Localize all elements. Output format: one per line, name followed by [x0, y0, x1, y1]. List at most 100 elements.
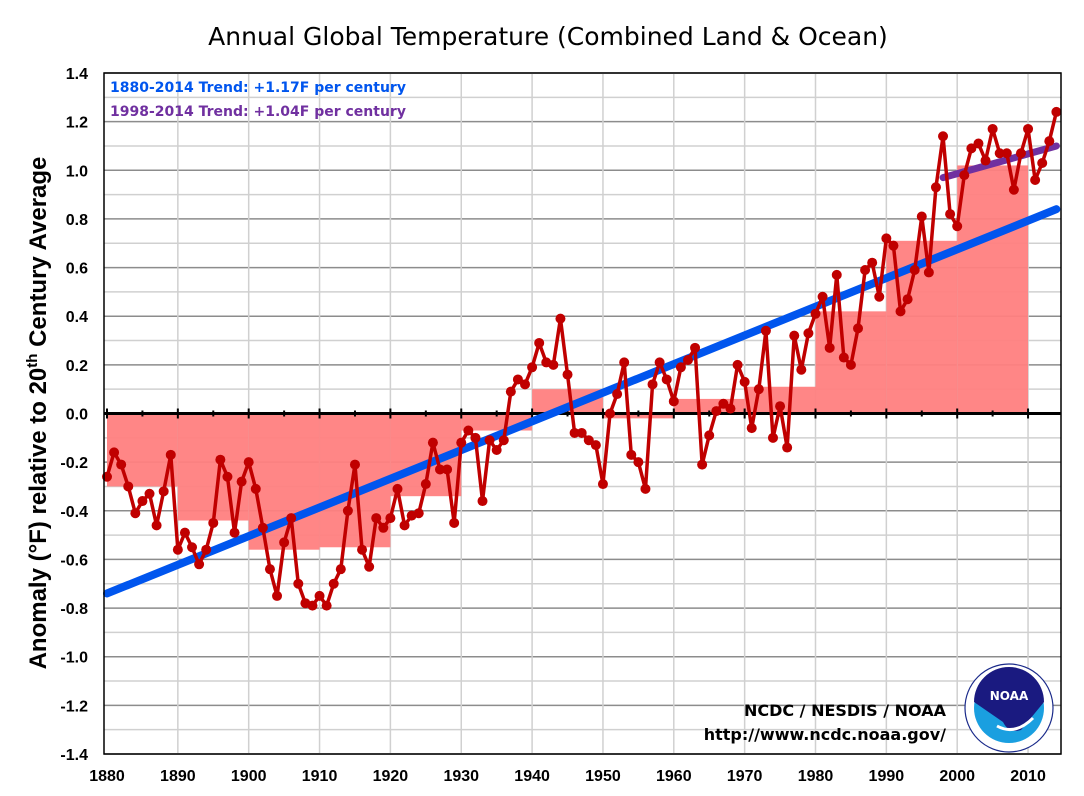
- annual-data-point: [272, 590, 283, 601]
- x-tick-label: 1920: [373, 768, 409, 785]
- annual-data-point: [328, 578, 339, 589]
- annual-data-point: [442, 464, 453, 475]
- annual-data-point: [371, 513, 382, 524]
- x-tick-label: 2000: [939, 768, 975, 785]
- annual-data-point: [144, 488, 155, 499]
- y-tick-label: -0.8: [60, 601, 88, 618]
- annual-data-point: [1051, 106, 1062, 117]
- y-tick-label: 0.8: [66, 212, 88, 229]
- annual-data-point: [760, 325, 771, 336]
- x-tick-label: 1950: [585, 768, 621, 785]
- y-tick-label: 0.0: [66, 407, 88, 424]
- annual-data-point: [973, 138, 984, 149]
- annual-data-point: [661, 374, 672, 385]
- annual-data-point: [392, 483, 403, 494]
- annual-data-point: [222, 471, 233, 482]
- annual-data-point: [456, 437, 467, 448]
- annual-data-point: [364, 561, 375, 572]
- annual-data-point: [994, 148, 1005, 159]
- y-tick-label: -0.4: [60, 504, 88, 521]
- annual-data-point: [902, 294, 913, 305]
- credit-url[interactable]: http://www.ncdc.noaa.gov/: [704, 725, 946, 744]
- annual-data-point: [463, 425, 474, 436]
- annual-data-point: [718, 398, 729, 409]
- annual-data-point: [746, 423, 757, 434]
- annual-data-point: [732, 359, 743, 370]
- annual-data-point: [938, 131, 949, 142]
- annual-data-point: [626, 449, 637, 460]
- annual-data-point: [512, 374, 523, 385]
- annual-series: [102, 106, 1062, 611]
- annual-data-point: [697, 459, 708, 470]
- annual-data-point: [1030, 175, 1041, 186]
- plot-border: [103, 72, 1062, 755]
- annual-data-point: [987, 123, 998, 134]
- annual-data-point: [555, 313, 566, 324]
- annual-data-point: [434, 464, 445, 475]
- decade-bar: [957, 165, 1029, 414]
- y-tick-label: 1.2: [66, 115, 88, 132]
- annual-data-point: [378, 522, 389, 533]
- annual-data-point: [817, 291, 828, 302]
- x-tick-label: 1960: [656, 768, 692, 785]
- annual-data-point: [286, 513, 297, 524]
- annual-data-point: [314, 590, 325, 601]
- y-tick-label: -0.6: [60, 552, 88, 569]
- y-tick-labels: -1.4 -1.2 -1.0 -0.8 -0.6 -0.4 -0.2 0.0 0.2 0.4 0.6…: [60, 66, 88, 764]
- annual-data-point: [187, 542, 198, 553]
- credit-agency: NCDC / NESDIS / NOAA: [744, 701, 947, 720]
- annual-data-point: [201, 544, 212, 555]
- noaa-logo: NOAA: [964, 663, 1054, 753]
- zero-line: [104, 408, 1061, 419]
- annual-data-point: [831, 269, 842, 280]
- annual-data-point: [739, 376, 750, 387]
- annual-data-point: [470, 432, 481, 443]
- annual-data-point: [250, 483, 261, 494]
- annual-data-point: [980, 155, 991, 166]
- y-tick-label: -1.0: [60, 650, 88, 667]
- annual-data-point: [399, 520, 410, 531]
- annual-data-point: [682, 354, 693, 365]
- annual-data-point: [342, 505, 353, 516]
- annual-data-point: [123, 481, 134, 492]
- decade-bar: [177, 413, 249, 521]
- annual-data-point: [520, 379, 531, 390]
- annual-data-point: [236, 476, 247, 487]
- annual-data-point: [179, 527, 190, 538]
- annual-data-point: [229, 527, 240, 538]
- y-tick-label: 0.4: [66, 309, 88, 326]
- y-tick-label: -0.2: [60, 455, 88, 472]
- annual-data-point: [413, 508, 424, 519]
- annual-data-point: [654, 357, 665, 368]
- x-tick-label: 1880: [89, 768, 125, 785]
- y-tick-label: -1.4: [60, 747, 88, 764]
- annual-data-point: [675, 362, 686, 373]
- annual-data-point: [874, 291, 885, 302]
- annual-data-point: [789, 330, 800, 341]
- annual-data-point: [895, 306, 906, 317]
- annual-data-point: [640, 483, 651, 494]
- annual-data-point: [853, 323, 864, 334]
- annual-data-point: [130, 508, 141, 519]
- annual-data-point: [165, 449, 176, 460]
- x-tick-label: 1910: [302, 768, 338, 785]
- y-tick-label: 0.6: [66, 261, 88, 278]
- annual-data-point: [137, 496, 148, 507]
- annual-data-point: [357, 544, 368, 555]
- annual-data-point: [385, 513, 396, 524]
- annual-data-point: [527, 362, 538, 373]
- annual-data-point: [690, 342, 701, 353]
- annual-data-point: [194, 559, 205, 570]
- annual-data-point: [420, 479, 431, 490]
- annual-data-point: [923, 267, 934, 278]
- annual-data-point: [151, 520, 162, 531]
- x-tick-label: 1930: [443, 768, 479, 785]
- annual-data-point: [753, 384, 764, 395]
- annual-data-point: [810, 308, 821, 319]
- annual-data-point: [534, 337, 545, 348]
- annual-data-point: [704, 430, 715, 441]
- annual-data-point: [349, 459, 360, 470]
- annual-data-point: [775, 401, 786, 412]
- annual-data-point: [264, 564, 275, 575]
